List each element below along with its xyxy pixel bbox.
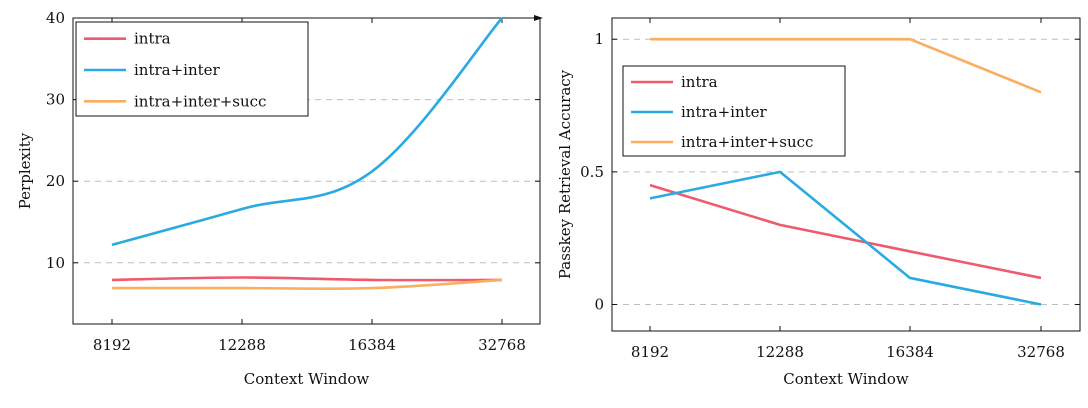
legend: intra intra+inter intra+inter+succ [75,21,309,117]
legend: intra intra+inter intra+inter+succ [622,65,846,157]
legend-entry: intra+inter [134,61,221,79]
legend-entry: intra [681,73,718,91]
legend-entry: intra+inter+succ [681,133,813,151]
y-tick-label: 0 [594,295,604,313]
chart-panel-2: 0 0.5 1 8192 12288 16384 32768 Context Window Pa… [556,17,1081,388]
plot-frame [611,17,1081,332]
legend-entry: intra [134,30,171,48]
legend-entry: intra+inter+succ [134,92,266,110]
y-axis-label: Passkey Retrieval Accuracy [556,69,574,279]
x-tick-label: 8192 [93,336,131,354]
y-tick-label: 0.5 [580,163,604,181]
series-line-intra-inter [649,170,1042,306]
legend-entry: intra+inter [681,103,768,121]
x-tick-label: 12288 [218,336,266,354]
series-line-intra [649,183,1042,280]
series-line-intra-inter [111,17,503,247]
y-tick-label: 10 [46,254,65,272]
x-tick-label: 16384 [348,336,396,354]
x-tick-label: 12288 [756,343,804,361]
x-tick-label: 32768 [1017,343,1065,361]
series-line-intra-inter-succ [650,37,1042,94]
y-tick-label: 40 [46,9,65,27]
y-tick-label: 30 [46,91,65,109]
y-axis-label: Perplexity [16,132,34,209]
x-tick-label: 16384 [886,343,934,361]
chart-panel-1: 10 20 30 40 8192 12288 16384 32768 Context Windo… [16,9,543,388]
series-line-intra [111,276,503,282]
x-tick-label: 8192 [631,343,669,361]
x-axis-label: Context Window [244,370,370,388]
x-axis-label: Context Window [783,370,909,388]
plot-frame [72,17,541,325]
axis-arrow-icon [534,15,543,21]
y-tick-label: 1 [594,30,604,48]
y-tick-label: 20 [46,172,65,190]
series-line-intra-inter-succ [112,278,503,291]
x-tick-label: 32768 [478,336,526,354]
